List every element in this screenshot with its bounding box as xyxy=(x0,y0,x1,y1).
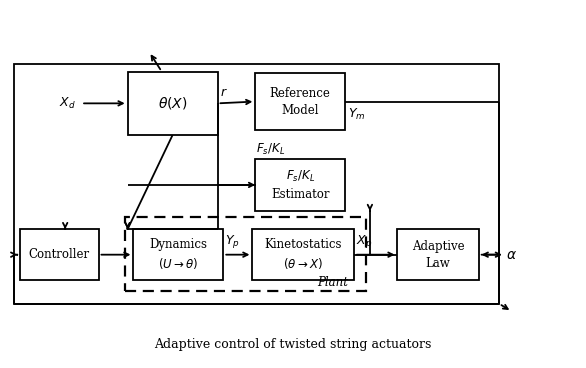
Text: Controller: Controller xyxy=(29,248,90,261)
Text: $F_s/K_L$
Estimator: $F_s/K_L$ Estimator xyxy=(271,169,329,201)
Bar xyxy=(255,159,345,211)
Text: $X_d$: $X_d$ xyxy=(59,96,76,111)
Text: $r$: $r$ xyxy=(220,86,228,99)
Text: Adaptive control of twisted string actuators: Adaptive control of twisted string actua… xyxy=(154,338,432,351)
Text: $X_p$: $X_p$ xyxy=(356,233,372,250)
Bar xyxy=(253,229,354,280)
Text: Reference
Model: Reference Model xyxy=(270,86,331,117)
Bar xyxy=(134,229,223,280)
Bar xyxy=(20,229,98,280)
Text: Adaptive
Law: Adaptive Law xyxy=(412,240,465,270)
Bar xyxy=(397,229,479,280)
Bar xyxy=(15,64,499,304)
Bar xyxy=(255,74,345,130)
Bar xyxy=(125,217,366,291)
Text: $Y_p$: $Y_p$ xyxy=(225,233,240,250)
Text: $Y_m$: $Y_m$ xyxy=(348,107,366,122)
Bar xyxy=(128,72,217,135)
Text: Kinetostatics
$(\theta \rightarrow X)$: Kinetostatics $(\theta \rightarrow X)$ xyxy=(264,238,342,271)
Text: $F_s/K_L$: $F_s/K_L$ xyxy=(257,142,285,157)
Text: Plant: Plant xyxy=(317,276,348,289)
Text: Dynamics
$(U \rightarrow \theta)$: Dynamics $(U \rightarrow \theta)$ xyxy=(149,238,207,271)
Text: $\theta(X)$: $\theta(X)$ xyxy=(158,95,188,112)
Text: $\alpha$: $\alpha$ xyxy=(506,248,517,262)
